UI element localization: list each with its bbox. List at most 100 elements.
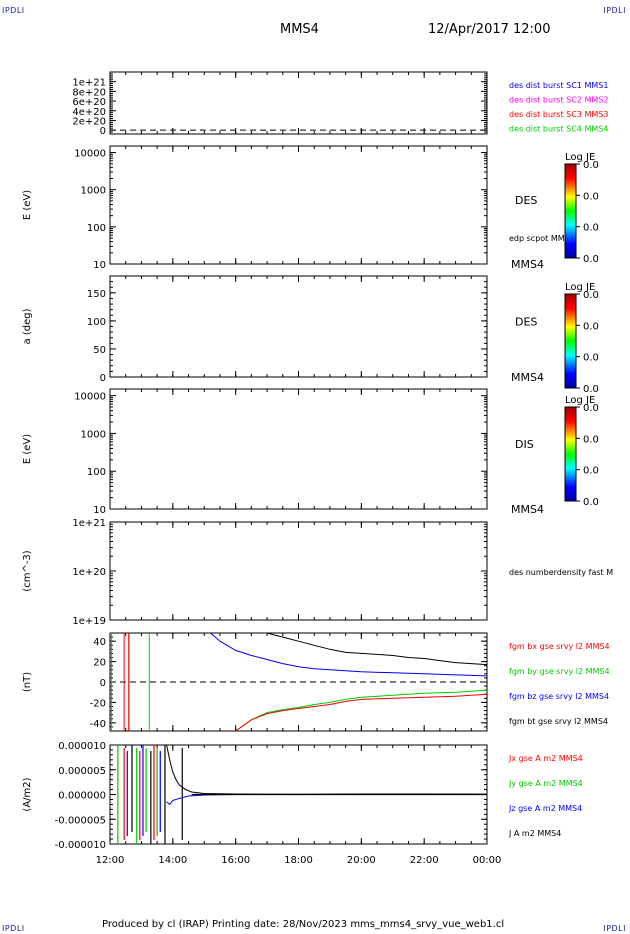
spacecraft-label: MMS4 xyxy=(511,258,544,271)
colorbar-tick-label: 0.0 xyxy=(583,254,599,265)
legend-entry: Jy gse A m2 MMS4 xyxy=(508,779,583,788)
y-tick-label: -40 xyxy=(90,719,106,730)
y-tick-label: 0 xyxy=(100,373,106,384)
legend-entry: fgm bz gse srvy l2 MMS4 xyxy=(509,692,609,701)
y-tick-label: 150 xyxy=(87,289,106,300)
legend-entry: des numberdensity fast M xyxy=(509,568,613,577)
y-tick-label: 1e+21 xyxy=(72,78,106,89)
legend-entry: fgm bt gse srvy l2 MMS4 xyxy=(509,717,608,726)
series-line xyxy=(210,633,487,677)
y-tick-label: 1000 xyxy=(81,429,106,440)
legend-entry: des dist burst SC2 MMS2 xyxy=(509,96,608,105)
legend-entry: Jz gse A m2 MMS4 xyxy=(508,804,582,813)
legend-entry: fgm by gse srvy l2 MMS4 xyxy=(509,667,610,676)
y-tick-label: 10000 xyxy=(74,149,106,160)
y-tick-label: 1000 xyxy=(81,186,106,197)
y-axis-label: a (deg) xyxy=(22,308,33,344)
colorbar-tick-label: 0.0 xyxy=(583,223,599,234)
colorbar-gradient xyxy=(564,293,577,389)
x-tick-label: 18:00 xyxy=(284,855,313,866)
legend-entry: J A m2 MMS4 xyxy=(508,829,561,838)
y-tick-label: 20 xyxy=(93,658,106,669)
instrument-label: DIS xyxy=(515,438,534,451)
y-tick-label: 10 xyxy=(93,505,106,516)
y-axis-label: E (eV) xyxy=(22,190,33,220)
colorbar-tick-label: 0.0 xyxy=(583,434,599,445)
colorbar-title: Log JE xyxy=(565,282,595,293)
footer-credit: Produced by cl (IRAP) Printing date: 28/… xyxy=(102,919,505,930)
y-tick-label: 0.000005 xyxy=(58,766,106,777)
panel-frame xyxy=(109,275,488,378)
colorbar-tick-label: 0.0 xyxy=(583,290,599,301)
y-axis-label: (nT) xyxy=(22,672,33,692)
corner-mark-bottom-right: IPDLI xyxy=(603,924,626,933)
y-tick-label: 100 xyxy=(87,223,106,234)
y-tick-label: 100 xyxy=(87,317,106,328)
instrument-label: DES xyxy=(515,194,537,207)
y-tick-label: 100 xyxy=(87,467,106,478)
colorbar-gradient xyxy=(564,163,577,259)
des-energy-panel: 10000 1000 100 10 E (eV) DES MMS4 edp scpot MMS… xyxy=(22,145,599,271)
colorbar-tick-label: 0.0 xyxy=(583,353,599,364)
y-tick-label: 0.000000 xyxy=(58,791,106,802)
plot-datetime: 12/Apr/2017 12:00 xyxy=(428,22,551,37)
y-tick-label: -0.000010 xyxy=(55,840,106,851)
legend-entry: des dist burst SC1 MMS1 xyxy=(509,81,608,90)
colorbar-tick-label: 0.0 xyxy=(583,497,599,508)
corner-mark-bottom-left: IPDLI xyxy=(2,924,25,933)
current-panel: 0.000010 0.000005 0.000000 -0.000005 -0.0000… xyxy=(22,741,583,851)
panel-frame xyxy=(109,388,488,510)
y-tick-label: -0.000005 xyxy=(55,815,106,826)
fgm-panel: 40 20 0 -20 -40 (nT) fgm bx gse srvy l2 MMS4 fg… xyxy=(22,632,610,732)
y-axis-label: (A/m2) xyxy=(22,777,33,811)
colorbar-title: Log JE xyxy=(565,152,595,163)
series-line xyxy=(266,633,487,666)
y-tick-label: 6e+20 xyxy=(72,97,106,108)
y-tick-label: 1e+21 xyxy=(72,518,106,529)
legend-entry: des dist burst SC3 MMS3 xyxy=(509,110,608,119)
colorbar-gradient xyxy=(564,406,577,502)
corner-mark-top-right: IPDLI xyxy=(603,6,626,15)
panel-frame xyxy=(109,145,488,265)
x-tick-label: 00:00 xyxy=(473,855,502,866)
y-axis-label: E (eV) xyxy=(22,434,33,464)
x-tick-label: 16:00 xyxy=(221,855,250,866)
y-axis-label: (cm^-3) xyxy=(22,550,33,591)
series-line xyxy=(166,794,487,806)
spacecraft-title: MMS4 xyxy=(280,22,319,37)
panel-frame xyxy=(109,71,488,135)
colorbar-tick-label: 0.0 xyxy=(583,384,599,395)
y-tick-label: 0 xyxy=(100,678,106,689)
x-tick-label: 14:00 xyxy=(158,855,187,866)
colorbar: Log JE0.00.00.00.0 xyxy=(564,282,599,395)
spacecraft-label: MMS4 xyxy=(511,503,544,516)
instrument-label: DES xyxy=(515,316,537,329)
colorbar: Log JE0.00.00.00.0 xyxy=(564,395,599,508)
colorbar-tick-label: 0.0 xyxy=(583,321,599,332)
legend-entry: fgm bx gse srvy l2 MMS4 xyxy=(509,642,610,651)
legend-entry: des dist burst SC4 MMS4 xyxy=(509,125,608,134)
colorbar-title: Log JE xyxy=(565,395,595,406)
y-tick-label: 8e+20 xyxy=(72,87,106,98)
y-tick-label: 50 xyxy=(93,345,106,356)
series-line xyxy=(235,689,487,731)
y-tick-label: 0 xyxy=(100,126,106,137)
x-tick-label: 12:00 xyxy=(96,855,125,866)
y-tick-label: 4e+20 xyxy=(72,107,106,118)
colorbar-tick-label: 0.0 xyxy=(583,466,599,477)
y-tick-label: 1e+20 xyxy=(72,567,106,578)
series-line xyxy=(235,693,487,731)
y-tick-label: 2e+20 xyxy=(72,116,106,127)
colorbar-tick-label: 0.0 xyxy=(583,403,599,414)
y-tick-label: 0.000010 xyxy=(58,741,106,752)
x-tick-label: 22:00 xyxy=(410,855,439,866)
legend-entry: Jx gse A m2 MMS4 xyxy=(508,754,583,763)
series-line xyxy=(166,745,487,795)
colorbar: Log JE0.00.00.00.0 xyxy=(564,152,599,265)
density-panel: 1e+21 1e+20 1e+19 (cm^-3) des numberdensity … xyxy=(22,518,613,627)
colorbar-tick-label: 0.0 xyxy=(583,191,599,202)
